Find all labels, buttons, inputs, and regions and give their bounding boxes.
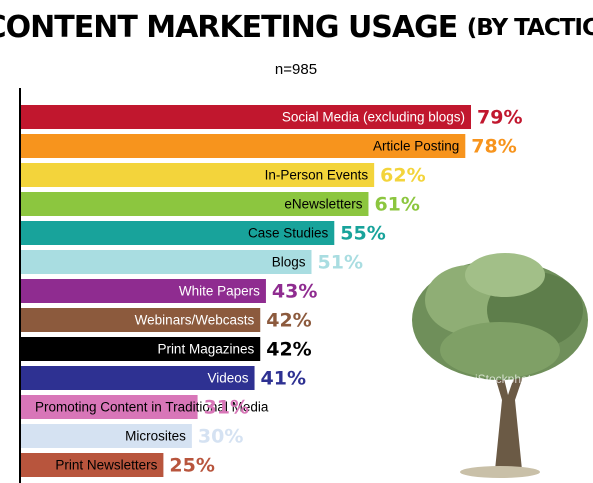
- value-label: 78%: [471, 136, 516, 158]
- category-label: Webinars/Webcasts: [135, 313, 255, 328]
- category-label: Case Studies: [248, 226, 329, 241]
- bar: [21, 395, 198, 419]
- category-label: Microsites: [125, 429, 186, 444]
- category-label: Print Magazines: [157, 342, 254, 357]
- title-main: CONTENT MARKETING USAGE: [0, 10, 457, 45]
- value-label: 42%: [266, 339, 311, 361]
- value-label: 61%: [374, 194, 419, 216]
- subtitle: n=985: [275, 61, 317, 78]
- value-label: 51%: [318, 252, 363, 274]
- bar: [21, 221, 335, 245]
- bar: [21, 134, 466, 158]
- bar: [21, 105, 471, 129]
- chart-title: CONTENT MARKETING USAGE (BY TACTIC): [0, 10, 593, 45]
- bar: [21, 279, 266, 303]
- category-label: Videos: [207, 371, 248, 386]
- category-label: eNewsletters: [284, 197, 362, 212]
- category-label: Print Newsletters: [55, 458, 157, 473]
- bar: [21, 163, 375, 187]
- bar: [21, 453, 164, 477]
- money-tree: [412, 253, 588, 478]
- bar: [21, 192, 369, 216]
- category-label: Article Posting: [373, 139, 459, 154]
- value-label: 62%: [380, 165, 425, 187]
- bar: [21, 250, 312, 274]
- category-label: White Papers: [179, 284, 260, 299]
- value-label: 25%: [169, 455, 214, 477]
- category-label: Blogs: [272, 255, 306, 270]
- value-label: 79%: [477, 107, 522, 129]
- category-label: In-Person Events: [265, 168, 369, 183]
- bar: [21, 308, 261, 332]
- category-label: Promoting Content in Traditional Media: [35, 400, 269, 415]
- bar: [21, 424, 192, 448]
- value-label: 43%: [272, 281, 317, 303]
- title-suffix: (BY TACTIC): [467, 15, 593, 41]
- value-label: 30%: [198, 426, 243, 448]
- value-label: 31%: [204, 397, 249, 419]
- value-label: 55%: [340, 223, 385, 245]
- bar: [21, 366, 255, 390]
- value-label: 41%: [261, 368, 306, 390]
- value-label: 42%: [266, 310, 311, 332]
- category-label: Social Media (excluding blogs): [282, 110, 465, 125]
- bar: [21, 337, 261, 361]
- watermark: iStockphoto: [475, 372, 538, 386]
